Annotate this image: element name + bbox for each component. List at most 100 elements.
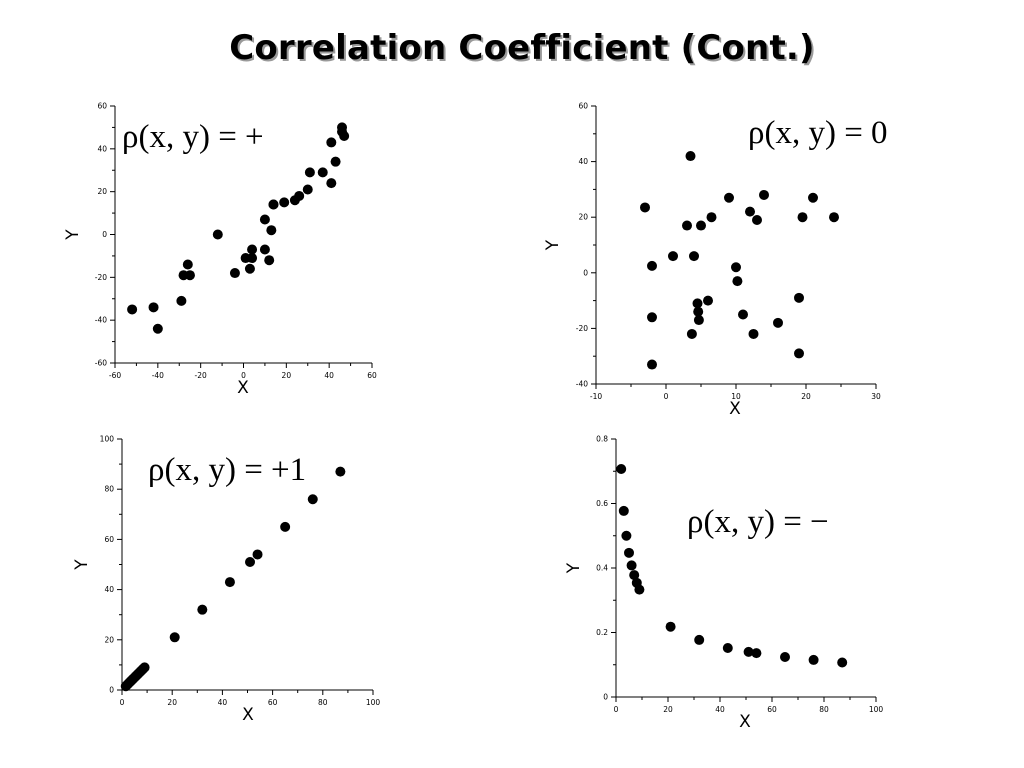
data-point [244,263,255,274]
data-point [148,302,159,313]
data-point [266,225,277,236]
x-axis-title: X [237,378,249,398]
x-tick-label: 20 [801,392,811,401]
y-tick-label: 80 [104,485,114,494]
data-point [624,547,634,558]
data-point [647,260,657,271]
data-point [326,178,337,189]
x-tick-label: 0 [120,698,125,707]
data-point [837,657,848,668]
y-tick-label: 60 [578,102,588,111]
data-point [326,137,337,148]
data-point [259,244,270,255]
data-point [294,190,305,201]
data-point [743,646,754,657]
y-tick-label: 0 [603,693,608,702]
y-tick-label: -20 [95,273,107,282]
y-tick-label: 20 [97,187,107,196]
data-point [797,212,808,223]
x-tick-label: -10 [590,392,602,401]
data-point [752,214,762,225]
data-point [626,560,637,571]
x-tick-label: 60 [367,371,377,380]
data-point [176,295,187,306]
y-tick-label: -40 [576,380,588,389]
data-point [339,130,350,141]
data-point [335,466,346,477]
x-tick-label: 60 [268,698,278,707]
data-point [794,292,804,303]
data-point [302,184,313,195]
data-point [706,212,717,223]
x-tick-label: 80 [819,705,829,714]
data-point [732,276,743,287]
slide-title: Correlation Coefficient (Cont.) [229,28,815,68]
data-point [668,251,678,262]
x-axis-title: X [739,712,751,732]
data-point [692,298,703,309]
data-point [252,549,263,560]
data-point [689,251,699,262]
y-tick-label: 40 [104,585,114,594]
data-point [127,304,138,315]
data-point [629,570,640,581]
y-tick-label: 0 [109,686,114,695]
panel-positive: -60 -40 -20 0 20 40 60 -60 -40 -20 0 20 40 60 X Yρ(x, y… [63,102,377,399]
data-point [634,584,645,595]
x-tick-label: 40 [324,371,334,380]
data-point [759,189,769,200]
x-tick-label: 100 [869,705,884,714]
data-point [259,214,270,225]
data-point [685,151,696,162]
y-axis-title: Y [63,229,83,241]
y-tick-label: 0.2 [596,628,608,637]
y-tick-label: -20 [576,324,588,333]
data-point [247,253,258,264]
data-point [640,202,650,213]
x-tick-label: 60 [767,705,777,714]
data-point [808,654,819,665]
y-tick-label: 60 [97,102,107,111]
data-point [182,259,193,270]
data-point [696,220,706,231]
y-tick-label: 40 [97,144,107,153]
data-point [245,556,256,567]
y-tick-label: -60 [95,359,107,368]
data-point [224,577,235,588]
y-tick-label: 0.4 [596,564,608,573]
x-tick-label: 10 [731,392,741,401]
x-tick-label: 40 [715,705,725,714]
data-point [693,315,704,326]
data-point [264,255,275,266]
data-point [694,634,705,645]
data-point [169,632,180,643]
x-tick-label: -40 [152,371,164,380]
y-tick-label: 0.6 [596,499,608,508]
data-point [229,268,240,279]
data-point [184,270,195,281]
data-point [268,199,279,210]
data-point [197,604,208,615]
data-point [621,530,632,541]
data-point [693,306,704,317]
x-tick-label: 80 [318,698,328,707]
data-point [317,167,328,178]
data-point [751,648,762,659]
data-point [304,167,315,178]
data-point [731,262,741,273]
panel-negative: 0 20 40 60 80 100 0 0.2 0.4 0.6 0.8 X Yρ(x, y) = − [564,435,883,733]
y-axis-title: Y [72,559,92,571]
data-point [780,652,790,663]
correlation-annotation: ρ(x, y) = − [687,504,829,540]
data-point [686,328,697,339]
y-tick-label: 40 [578,157,588,166]
x-axis-title: X [729,399,741,419]
data-point [212,229,223,240]
y-tick-label: 0.8 [596,435,608,444]
data-point [745,206,755,217]
data-point [139,662,150,673]
x-axis-title: X [242,705,254,725]
correlation-annotation: ρ(x, y) = +1 [148,452,306,488]
y-tick-label: 20 [104,635,114,644]
